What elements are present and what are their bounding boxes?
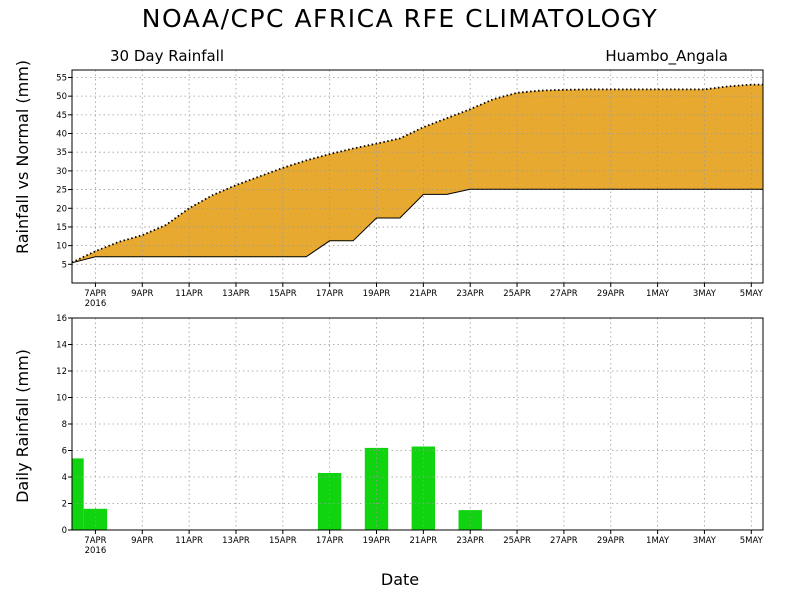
top-x-tick-label: 23APR [456, 289, 484, 299]
bottom-y-tick-label: 8 [62, 420, 67, 430]
bottom-x-tick-label: 29APR [597, 536, 625, 546]
daily-rainfall-bar [458, 510, 482, 530]
bottom-x-tick-label: 3MAY [693, 536, 717, 546]
daily-rainfall-bar [83, 508, 108, 530]
top-y-tick-label: 25 [56, 186, 67, 196]
bottom-chart-ylabel: Daily Rainfall (mm) [13, 349, 32, 503]
bottom-y-tick-label: 14 [56, 341, 67, 351]
top-x-tick-year: 2016 [85, 299, 107, 309]
bottom-x-tick-label: 1MAY [646, 536, 670, 546]
top-x-tick-label: 19APR [363, 289, 391, 299]
bottom-x-tick-label: 23APR [456, 536, 484, 546]
bottom-x-tick-label: 19APR [363, 536, 391, 546]
bottom-y-tick-label: 6 [62, 447, 67, 457]
bottom-y-tick-label: 4 [62, 473, 67, 483]
top-x-tick-label: 15APR [269, 289, 297, 299]
top-y-tick-label: 45 [56, 111, 67, 121]
bottom-y-tick-label: 10 [56, 394, 67, 404]
bottom-y-tick-label: 0 [62, 526, 67, 536]
chart-title: NOAA/CPC AFRICA RFE CLIMATOLOGY [142, 4, 658, 33]
bottom-x-tick-label: 25APR [503, 536, 531, 546]
bottom-x-tick-label: 11APR [175, 536, 203, 546]
top-x-tick-label: 27APR [550, 289, 578, 299]
top-x-tick-label: 13APR [222, 289, 250, 299]
daily-rainfall-bar [364, 447, 389, 530]
top-x-tick-label: 17APR [316, 289, 344, 299]
daily-rainfall-bar [72, 458, 84, 530]
bottom-x-tick-label: 7APR [84, 536, 106, 546]
station-name: Huambo_Angala [605, 47, 728, 66]
top-y-tick-label: 20 [56, 204, 67, 214]
top-y-tick-label: 15 [56, 223, 67, 233]
daily-rainfall-bar [411, 446, 435, 530]
bottom-panel-frame [71, 317, 764, 531]
bottom-x-tick-label: 15APR [269, 536, 297, 546]
observed-cumulative-line [71, 188, 763, 264]
bottom-x-tick-label: 17APR [316, 536, 344, 546]
top-x-tick-label: 7APR [84, 289, 106, 299]
top-y-tick-label: 50 [56, 92, 67, 102]
deficit-area [72, 84, 763, 263]
top-x-tick-label: 21APR [410, 289, 438, 299]
bottom-x-tick-label: 9APR [131, 536, 153, 546]
bottom-x-tick-label: 27APR [550, 536, 578, 546]
daily-rainfall-bar [317, 473, 342, 530]
top-chart-subtitle: 30 Day Rainfall [110, 47, 224, 65]
x-axis-label: Date [381, 570, 419, 589]
top-x-tick-label: 3MAY [693, 289, 717, 299]
bottom-y-tick-label: 16 [56, 314, 67, 324]
top-x-tick-label: 5MAY [740, 289, 764, 299]
top-chart-ylabel: Rainfall vs Normal (mm) [13, 60, 32, 254]
top-y-tick-label: 35 [56, 148, 67, 158]
top-x-tick-label: 1MAY [646, 289, 670, 299]
bottom-x-tick-label: 5MAY [740, 536, 764, 546]
top-y-tick-label: 30 [56, 167, 67, 177]
top-x-tick-label: 29APR [597, 289, 625, 299]
top-x-tick-label: 25APR [503, 289, 531, 299]
top-x-tick-label: 9APR [131, 289, 153, 299]
bottom-y-tick-label: 2 [62, 500, 67, 510]
top-y-tick-label: 40 [56, 130, 67, 140]
top-y-tick-label: 5 [62, 260, 67, 270]
top-x-tick-label: 11APR [175, 289, 203, 299]
bottom-x-tick-label: 13APR [222, 536, 250, 546]
top-panel-frame [71, 69, 764, 284]
bottom-x-tick-label: 21APR [410, 536, 438, 546]
top-y-tick-label: 55 [56, 73, 67, 83]
bottom-x-tick-year: 2016 [85, 546, 107, 556]
top-y-tick-label: 10 [56, 242, 67, 252]
bottom-y-tick-label: 12 [56, 367, 67, 377]
